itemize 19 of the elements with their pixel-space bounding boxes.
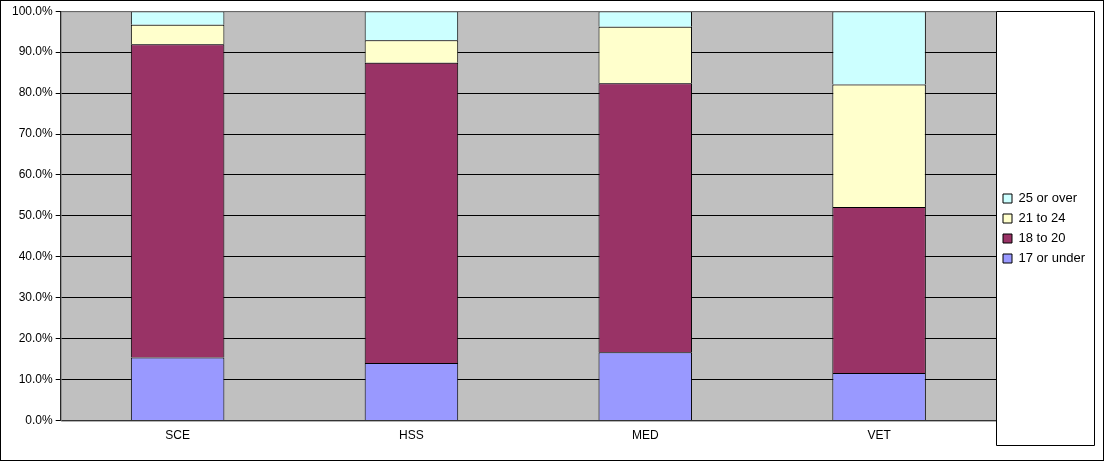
- y-tick-label: 20.0%: [18, 331, 54, 346]
- y-tick-label: 70.0%: [18, 126, 54, 141]
- legend-label: 17 or under: [1018, 250, 1086, 266]
- legend-label: 21 to 24: [1018, 210, 1066, 226]
- x-tick-label: VET: [867, 428, 892, 443]
- x-tick-label: HSS: [399, 428, 424, 443]
- x-tick-label: SCE: [165, 428, 190, 443]
- y-tick-label: 80.0%: [18, 85, 54, 100]
- y-tick-label: 30.0%: [18, 290, 54, 305]
- y-tick-label: 40.0%: [18, 249, 54, 264]
- y-tick-label: 0.0%: [25, 412, 54, 427]
- legend-label: 25 or over: [1018, 190, 1078, 206]
- x-tick-label: MED: [631, 428, 659, 443]
- y-tick-label: 10.0%: [18, 371, 54, 386]
- legend-label: 18 to 20: [1018, 230, 1066, 246]
- y-tick-label: 60.0%: [18, 167, 54, 182]
- y-tick-label: 90.0%: [18, 44, 54, 59]
- y-tick-label: 100.0%: [12, 3, 54, 18]
- y-tick-label: 50.0%: [18, 208, 54, 223]
